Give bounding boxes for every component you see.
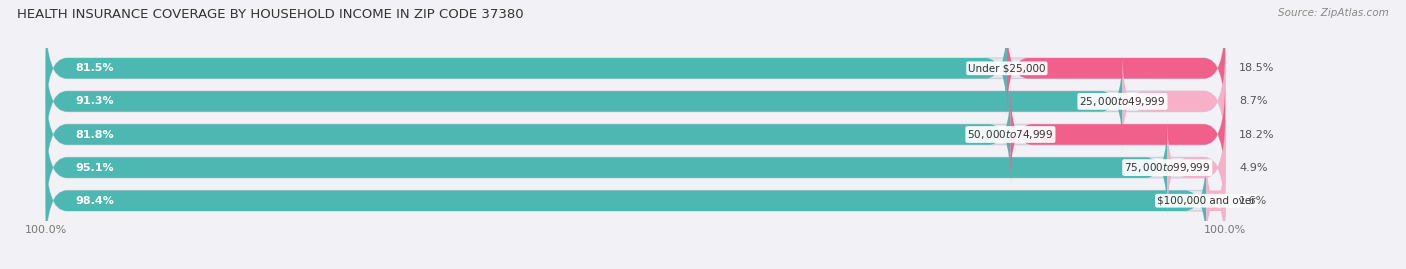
- Text: 81.5%: 81.5%: [76, 63, 114, 73]
- FancyBboxPatch shape: [1167, 118, 1225, 217]
- Text: HEALTH INSURANCE COVERAGE BY HOUSEHOLD INCOME IN ZIP CODE 37380: HEALTH INSURANCE COVERAGE BY HOUSEHOLD I…: [17, 8, 523, 21]
- FancyBboxPatch shape: [46, 85, 1225, 184]
- FancyBboxPatch shape: [1007, 19, 1225, 118]
- FancyBboxPatch shape: [46, 52, 1225, 151]
- Text: 95.1%: 95.1%: [76, 162, 114, 173]
- FancyBboxPatch shape: [1122, 52, 1225, 151]
- FancyBboxPatch shape: [46, 118, 1167, 217]
- FancyBboxPatch shape: [46, 19, 1225, 118]
- Text: 18.5%: 18.5%: [1239, 63, 1275, 73]
- Text: 91.3%: 91.3%: [76, 96, 114, 107]
- Text: 81.8%: 81.8%: [76, 129, 114, 140]
- Text: $50,000 to $74,999: $50,000 to $74,999: [967, 128, 1053, 141]
- FancyBboxPatch shape: [1011, 85, 1225, 184]
- Text: Source: ZipAtlas.com: Source: ZipAtlas.com: [1278, 8, 1389, 18]
- Text: 8.7%: 8.7%: [1239, 96, 1268, 107]
- FancyBboxPatch shape: [46, 151, 1225, 250]
- Text: $25,000 to $49,999: $25,000 to $49,999: [1080, 95, 1166, 108]
- Text: $75,000 to $99,999: $75,000 to $99,999: [1123, 161, 1211, 174]
- FancyBboxPatch shape: [46, 118, 1225, 217]
- Text: 4.9%: 4.9%: [1239, 162, 1268, 173]
- Text: 98.4%: 98.4%: [76, 196, 114, 206]
- FancyBboxPatch shape: [46, 151, 1206, 250]
- FancyBboxPatch shape: [46, 85, 1011, 184]
- Text: Under $25,000: Under $25,000: [969, 63, 1046, 73]
- FancyBboxPatch shape: [1204, 151, 1227, 250]
- Text: 18.2%: 18.2%: [1239, 129, 1275, 140]
- FancyBboxPatch shape: [46, 52, 1122, 151]
- FancyBboxPatch shape: [46, 19, 1007, 118]
- Text: $100,000 and over: $100,000 and over: [1157, 196, 1256, 206]
- Text: 1.6%: 1.6%: [1239, 196, 1267, 206]
